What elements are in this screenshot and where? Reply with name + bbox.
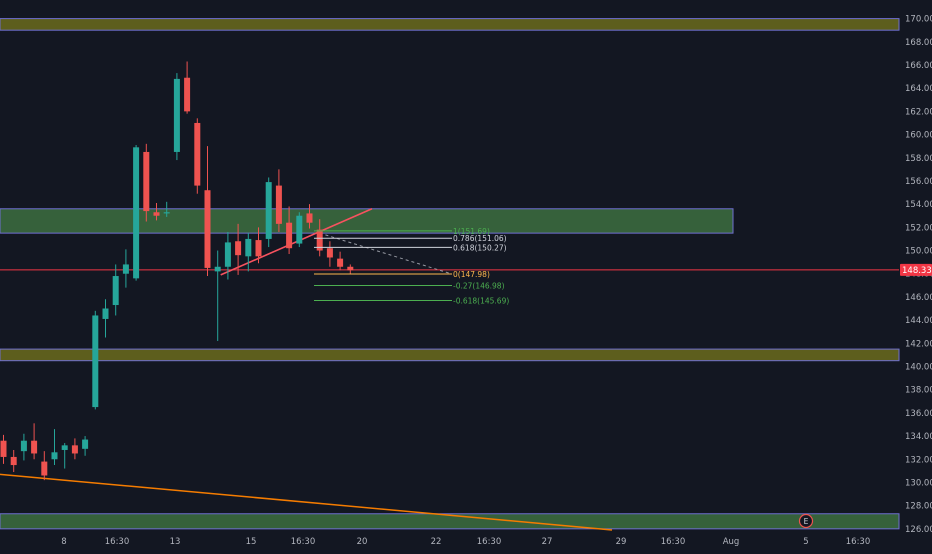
price-tick-label: 144.00 [905,316,932,326]
candle-body [153,212,160,216]
candle-body [255,240,262,257]
fib-level-label: 0.618(150.27) [453,243,507,252]
candle-body [173,78,180,152]
candles-layer [0,61,354,481]
candle-body [194,122,201,186]
price-tick-label: 126.00 [905,525,932,535]
candle-body [347,266,354,271]
fib-level-label: 0(147.98) [453,270,490,279]
time-tick-label: 20 [357,537,368,547]
price-tick-label: 158.00 [905,154,932,164]
time-tick-label: 8 [61,537,66,547]
candle-body [245,238,252,257]
candle-body [122,264,129,274]
price-tick-label: 154.00 [905,200,932,210]
time-tick-label: 15 [246,537,257,547]
candle-body [10,456,17,466]
zone-rect [0,208,734,234]
candle-body [41,461,48,476]
candle-body [133,147,140,279]
price-tick-label: 128.00 [905,502,932,512]
candle-body [316,229,323,251]
price-tick-label: 132.00 [905,455,932,465]
price-tick-label: 156.00 [905,177,932,187]
time-axis[interactable]: 8 16:30 13 15 16:30 20 22 16:30 27 29 16:30 Aug 5 16:… [61,537,870,547]
candle-body [71,445,78,454]
price-tick-label: 136.00 [905,409,932,419]
candle-body [20,440,27,452]
time-tick-label: Aug [723,537,740,547]
zones-layer [0,18,900,530]
price-tick-label: 164.00 [905,84,932,94]
projection-line [319,232,452,275]
price-tick-label: 150.00 [905,247,932,257]
earnings-marker-icon [798,513,814,529]
fibonacci-layer: 1(151.69)0.786(151.06)0.618(150.27) 0(147… [314,227,509,306]
price-tag [900,263,932,276]
candle-body [306,213,313,223]
long-trendline [0,473,613,531]
fib-level-label: -0.27(146.98) [453,282,505,291]
candle-body [204,190,211,268]
price-tick-label: 134.00 [905,432,932,442]
price-tick-label: 168.00 [905,38,932,48]
zone-rect [0,348,900,362]
candle-body [296,215,303,244]
candle-body [184,77,191,112]
price-tick-label: 162.00 [905,107,932,117]
candle-body [286,222,293,249]
fib-level-label: 1(151.69) [453,227,490,236]
fib-level-label: 0.786(151.06) [453,234,507,243]
price-tick-label: 170.00 [905,15,932,25]
time-tick-label: 13 [170,537,181,547]
fib-level-label: -0.618(145.69) [453,297,509,306]
candle-body [337,258,344,267]
price-tag-label: 148.33 [902,266,932,276]
time-tick-label: 27 [542,537,553,547]
overlay-layer: E [798,513,814,529]
candle-body [163,212,170,214]
candle-body [0,440,7,457]
price-tick-label: 166.00 [905,61,932,71]
price-tick-label: 138.00 [905,386,932,396]
price-tick-label: 142.00 [905,339,932,349]
candle-body [61,445,68,450]
time-tick-label: 5 [803,537,808,547]
zone-rect [0,513,900,530]
candle-body [265,182,272,239]
candle-body [275,185,282,224]
candle-body [31,440,38,454]
candle-body [51,452,58,460]
time-tick-label: 22 [431,537,442,547]
price-tick-label: 160.00 [905,131,932,141]
price-axis[interactable]: 126.00 128.00 130.00 132.00 134.00 136.00 138.… [900,15,932,535]
time-tick-label: 16:30 [661,537,686,547]
price-tick-label: 146.00 [905,293,932,303]
candle-body [214,266,221,272]
time-tick-label: 29 [616,537,627,547]
time-tick-label: 16:30 [477,537,502,547]
zone-rect [0,18,900,31]
candle-body [143,151,150,212]
time-tick-label: 16:30 [105,537,130,547]
candle-body [235,241,242,256]
candle-body [326,248,333,258]
candle-body [224,242,231,267]
candle-body [112,276,119,306]
time-tick-label: 16:30 [846,537,871,547]
price-tick-label: 152.00 [905,223,932,233]
earnings-marker-label: E [804,517,809,526]
candle-body [82,439,89,449]
candle-body [102,308,109,319]
price-tick-label: 130.00 [905,478,932,488]
price-tick-label: 140.00 [905,362,932,372]
candle-body [92,315,99,408]
time-tick-label: 16:30 [291,537,316,547]
